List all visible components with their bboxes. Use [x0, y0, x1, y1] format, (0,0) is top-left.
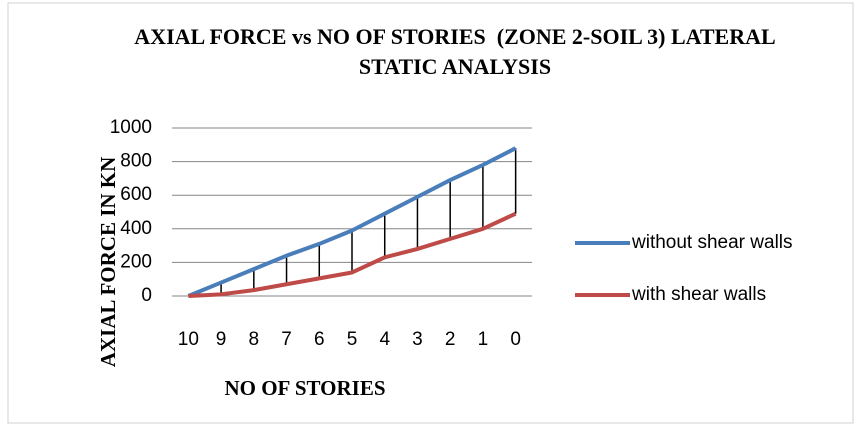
x-axis-label: NO OF STORIES	[224, 376, 385, 400]
legend-label: with shear walls	[631, 284, 766, 305]
x-tick-label: 4	[379, 329, 390, 350]
x-tick-label: 2	[445, 329, 456, 350]
y-tick-label: 1000	[110, 117, 152, 138]
y-tick-label: 400	[120, 218, 152, 239]
x-tick-label: 5	[347, 329, 358, 350]
x-tick-label: 10	[178, 329, 199, 350]
series-line	[187, 146, 517, 298]
x-tick-label: 0	[510, 329, 521, 350]
chart-title: AXIAL FORCE vs NO OF STORIES (ZONE 2-SOI…	[134, 24, 782, 79]
series-line	[188, 211, 517, 298]
y-tick-label: 0	[141, 285, 152, 306]
x-tick-label: 3	[412, 329, 423, 350]
y-tick-label: 600	[120, 184, 152, 205]
chart-border	[7, 2, 854, 424]
x-tick-label: 9	[216, 329, 227, 350]
x-tick-label: 6	[314, 329, 325, 350]
legend-label: without shear walls	[631, 232, 793, 253]
y-tick-label: 200	[120, 251, 152, 272]
y-axis-label: AXIAL FORCE IN KN	[96, 157, 120, 368]
x-tick-label: 8	[249, 329, 260, 350]
x-tick-label: 7	[281, 329, 292, 350]
x-tick-label: 1	[478, 329, 489, 350]
y-tick-label: 800	[120, 151, 152, 172]
